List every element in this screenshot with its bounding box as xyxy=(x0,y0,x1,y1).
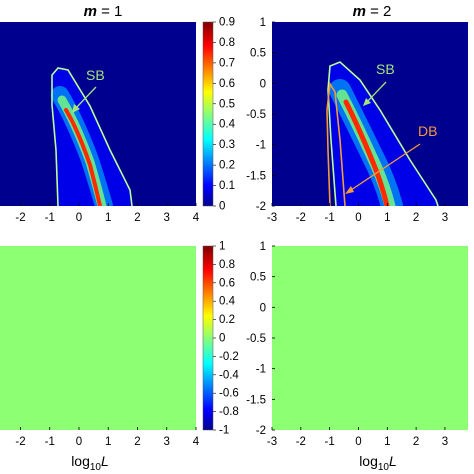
y-tick-label-top-right: 0 xyxy=(260,78,266,90)
x-tick-label-top-right: -2 xyxy=(296,212,306,224)
colorbar-tick-label-bottom: 0.6 xyxy=(219,277,235,289)
x-tick-label-bottom-right: 0 xyxy=(355,436,361,448)
colorbar-tick-label-top: 0.2 xyxy=(219,160,235,172)
x-tick-label-top-right: 2 xyxy=(413,212,419,224)
sb-label-top-right: SB xyxy=(376,61,395,77)
colorbar-tick-label-top: 0.7 xyxy=(219,57,235,69)
x-tick-label-bottom-left: 0 xyxy=(76,436,82,448)
sb-arrowhead-top-right xyxy=(363,98,371,106)
colorbar-top-gradient xyxy=(202,21,214,207)
colorbar-tick-label-top: 0.4 xyxy=(219,119,236,131)
sb-boundary-top-right xyxy=(327,61,439,206)
colorbar-tick-label-bottom: 0.2 xyxy=(219,314,235,326)
db-arrow-top-right xyxy=(347,143,421,193)
x-tick-label-bottom-right: -3 xyxy=(267,436,277,448)
db-arrowhead-top-right xyxy=(345,186,354,194)
y-tick-label-top-right: -0.5 xyxy=(246,109,266,121)
y-tick-label-top-right: 0.5 xyxy=(250,48,266,60)
colorbar-tick-label-bottom: -0.6 xyxy=(219,388,239,400)
colorbar-tick-label-bottom: -0.8 xyxy=(219,406,239,418)
x-tick-label-top-left: -1 xyxy=(45,212,55,224)
colorbar-tick-label-top: 0.1 xyxy=(219,180,235,192)
colorbar-tick-label-bottom: -1 xyxy=(219,425,229,437)
sb-arrowhead-top-left xyxy=(72,104,80,113)
y-tick-label-top-right: -1 xyxy=(256,140,266,152)
colorbar-tick-label-bottom: 1 xyxy=(219,241,225,253)
heatmap-bottom-left xyxy=(0,246,196,430)
colorbar-tick-label-bottom: 0.4 xyxy=(219,296,236,308)
x-tick-label-bottom-right: -2 xyxy=(296,436,306,448)
colorbar-tick-label-top: 0.5 xyxy=(219,98,235,110)
heatmap-bottom-left-background xyxy=(0,246,196,430)
heatmap-top-right: SB DB xyxy=(272,22,468,206)
x-tick-label-top-left: 3 xyxy=(164,212,170,224)
y-tick-label-bottom-right: -2 xyxy=(256,425,266,437)
sb-arrow-top-right xyxy=(365,81,387,104)
x-tick-label-bottom-left: 2 xyxy=(134,436,140,448)
sb-boundary-top-left xyxy=(51,67,133,206)
title-m2: m = 2 xyxy=(353,3,392,20)
x-tick-label-top-left: 4 xyxy=(193,212,200,224)
heatmap-top-right-ridge-core xyxy=(343,99,390,206)
y-tick-label-bottom-right: -0.5 xyxy=(246,333,266,345)
x-tick-label-bottom-left: 3 xyxy=(164,436,170,448)
x-tick-label-bottom-right: 3 xyxy=(442,436,448,448)
x-tick-label-bottom-left: 1 xyxy=(105,436,111,448)
x-tick-label-top-right: 0 xyxy=(355,212,361,224)
y-tick-label-top-right: 1 xyxy=(260,17,266,29)
xlabel-bottom-left: log10L xyxy=(71,453,109,473)
colorbar-tick-label-top: 0.8 xyxy=(219,37,235,49)
x-tick-label-top-left: 2 xyxy=(134,212,140,224)
x-tick-label-top-left: -2 xyxy=(15,212,25,224)
colorbar-bottom-gradient xyxy=(202,245,214,431)
y-tick-label-bottom-right: -1.5 xyxy=(246,394,266,406)
y-tick-label-bottom-right: 1 xyxy=(260,241,266,253)
x-tick-label-top-right: 1 xyxy=(384,212,390,224)
sb-label-top-left: SB xyxy=(86,67,105,83)
colorbar-tick-label-bottom: 0.8 xyxy=(219,259,235,271)
sb-arrow-top-left xyxy=(73,86,97,111)
colorbar-tick-label-top: 0 xyxy=(219,201,225,213)
xlabel-bottom-right: log10L xyxy=(359,453,397,473)
y-tick-label-bottom-right: -1 xyxy=(256,364,266,376)
x-tick-label-top-right: -1 xyxy=(325,212,335,224)
heatmap-bottom-right-background xyxy=(272,246,468,430)
y-tick-label-top-right: -1.5 xyxy=(246,170,266,182)
db-boundary-top-right xyxy=(326,81,346,206)
x-tick-label-bottom-left: 4 xyxy=(193,436,200,448)
x-tick-label-bottom-left: -1 xyxy=(45,436,55,448)
x-tick-label-bottom-right: 1 xyxy=(384,436,390,448)
x-tick-label-bottom-left: -2 xyxy=(15,436,25,448)
x-tick-label-top-right: 3 xyxy=(442,212,448,224)
colorbar-top: 0.9 0.8 0.7 0.6 0.5 0.4 0.3 0.2 0.1 0 xyxy=(202,17,236,213)
heatmap-top-left-ridge-core xyxy=(64,108,102,206)
x-tick-label-top-left: 0 xyxy=(76,212,82,224)
colorbar-tick-label-top: 0.9 xyxy=(219,17,235,29)
colorbar-bottom: 1 0.8 0.6 0.4 0.2 0 -0.2 -0.4 -0.6 -0.8 -1 xyxy=(202,241,239,437)
y-tick-label-bottom-right: 0.5 xyxy=(250,272,266,284)
heatmap-bottom-right xyxy=(272,246,468,430)
x-tick-label-top-left: 1 xyxy=(105,212,111,224)
db-label-top-right: DB xyxy=(418,123,437,139)
title-m1: m = 1 xyxy=(84,3,123,20)
colorbar-tick-label-top: 0.6 xyxy=(219,78,235,90)
y-tick-label-bottom-right: 0 xyxy=(260,302,266,314)
colorbar-tick-label-bottom: 0 xyxy=(219,333,225,345)
y-tick-label-top-right: -2 xyxy=(256,201,266,213)
colorbar-tick-label-top: 0.3 xyxy=(219,139,235,151)
x-tick-label-bottom-right: 2 xyxy=(413,436,419,448)
heatmap-top-left: SB xyxy=(0,22,196,206)
x-tick-label-top-right: -3 xyxy=(267,212,277,224)
colorbar-tick-label-bottom: -0.4 xyxy=(219,369,239,381)
x-tick-label-bottom-right: -1 xyxy=(325,436,335,448)
colorbar-tick-label-bottom: -0.2 xyxy=(219,351,239,363)
